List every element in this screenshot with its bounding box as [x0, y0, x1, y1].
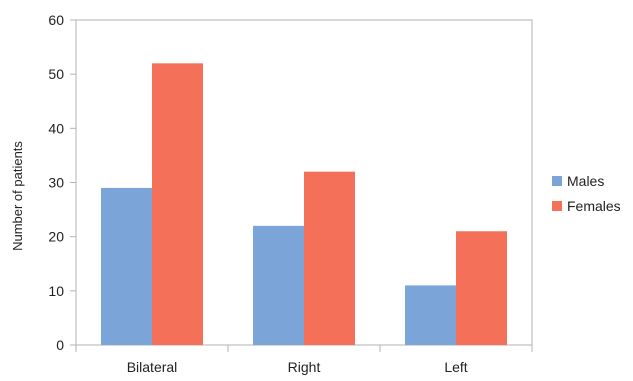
- y-tick-label: 10: [48, 283, 64, 299]
- x-tick-label: Right: [288, 359, 321, 375]
- bars: [101, 63, 507, 345]
- y-tick-label: 50: [48, 66, 64, 82]
- bar-males-bilateral: [101, 187, 152, 345]
- legend: Males Females: [552, 173, 621, 214]
- legend-swatch-males: [552, 176, 562, 186]
- bar-females-left: [456, 231, 507, 345]
- legend-swatch-females: [552, 201, 562, 211]
- y-tick-label: 60: [48, 12, 64, 28]
- bar-females-right: [304, 171, 355, 345]
- y-axis-label: Number of patients: [10, 141, 25, 251]
- y-tick-label: 20: [48, 229, 64, 245]
- legend-label-males: Males: [567, 173, 604, 189]
- y-tick-label: 30: [48, 175, 64, 191]
- bar-males-right: [253, 225, 304, 345]
- y-tick-label: 40: [48, 120, 64, 136]
- x-tick-label: Bilateral: [127, 359, 178, 375]
- bar-males-left: [405, 285, 456, 345]
- y-tick-label: 0: [56, 337, 64, 353]
- legend-label-females: Females: [567, 198, 621, 214]
- bar-females-bilateral: [152, 63, 203, 345]
- x-tick-label: Left: [444, 359, 467, 375]
